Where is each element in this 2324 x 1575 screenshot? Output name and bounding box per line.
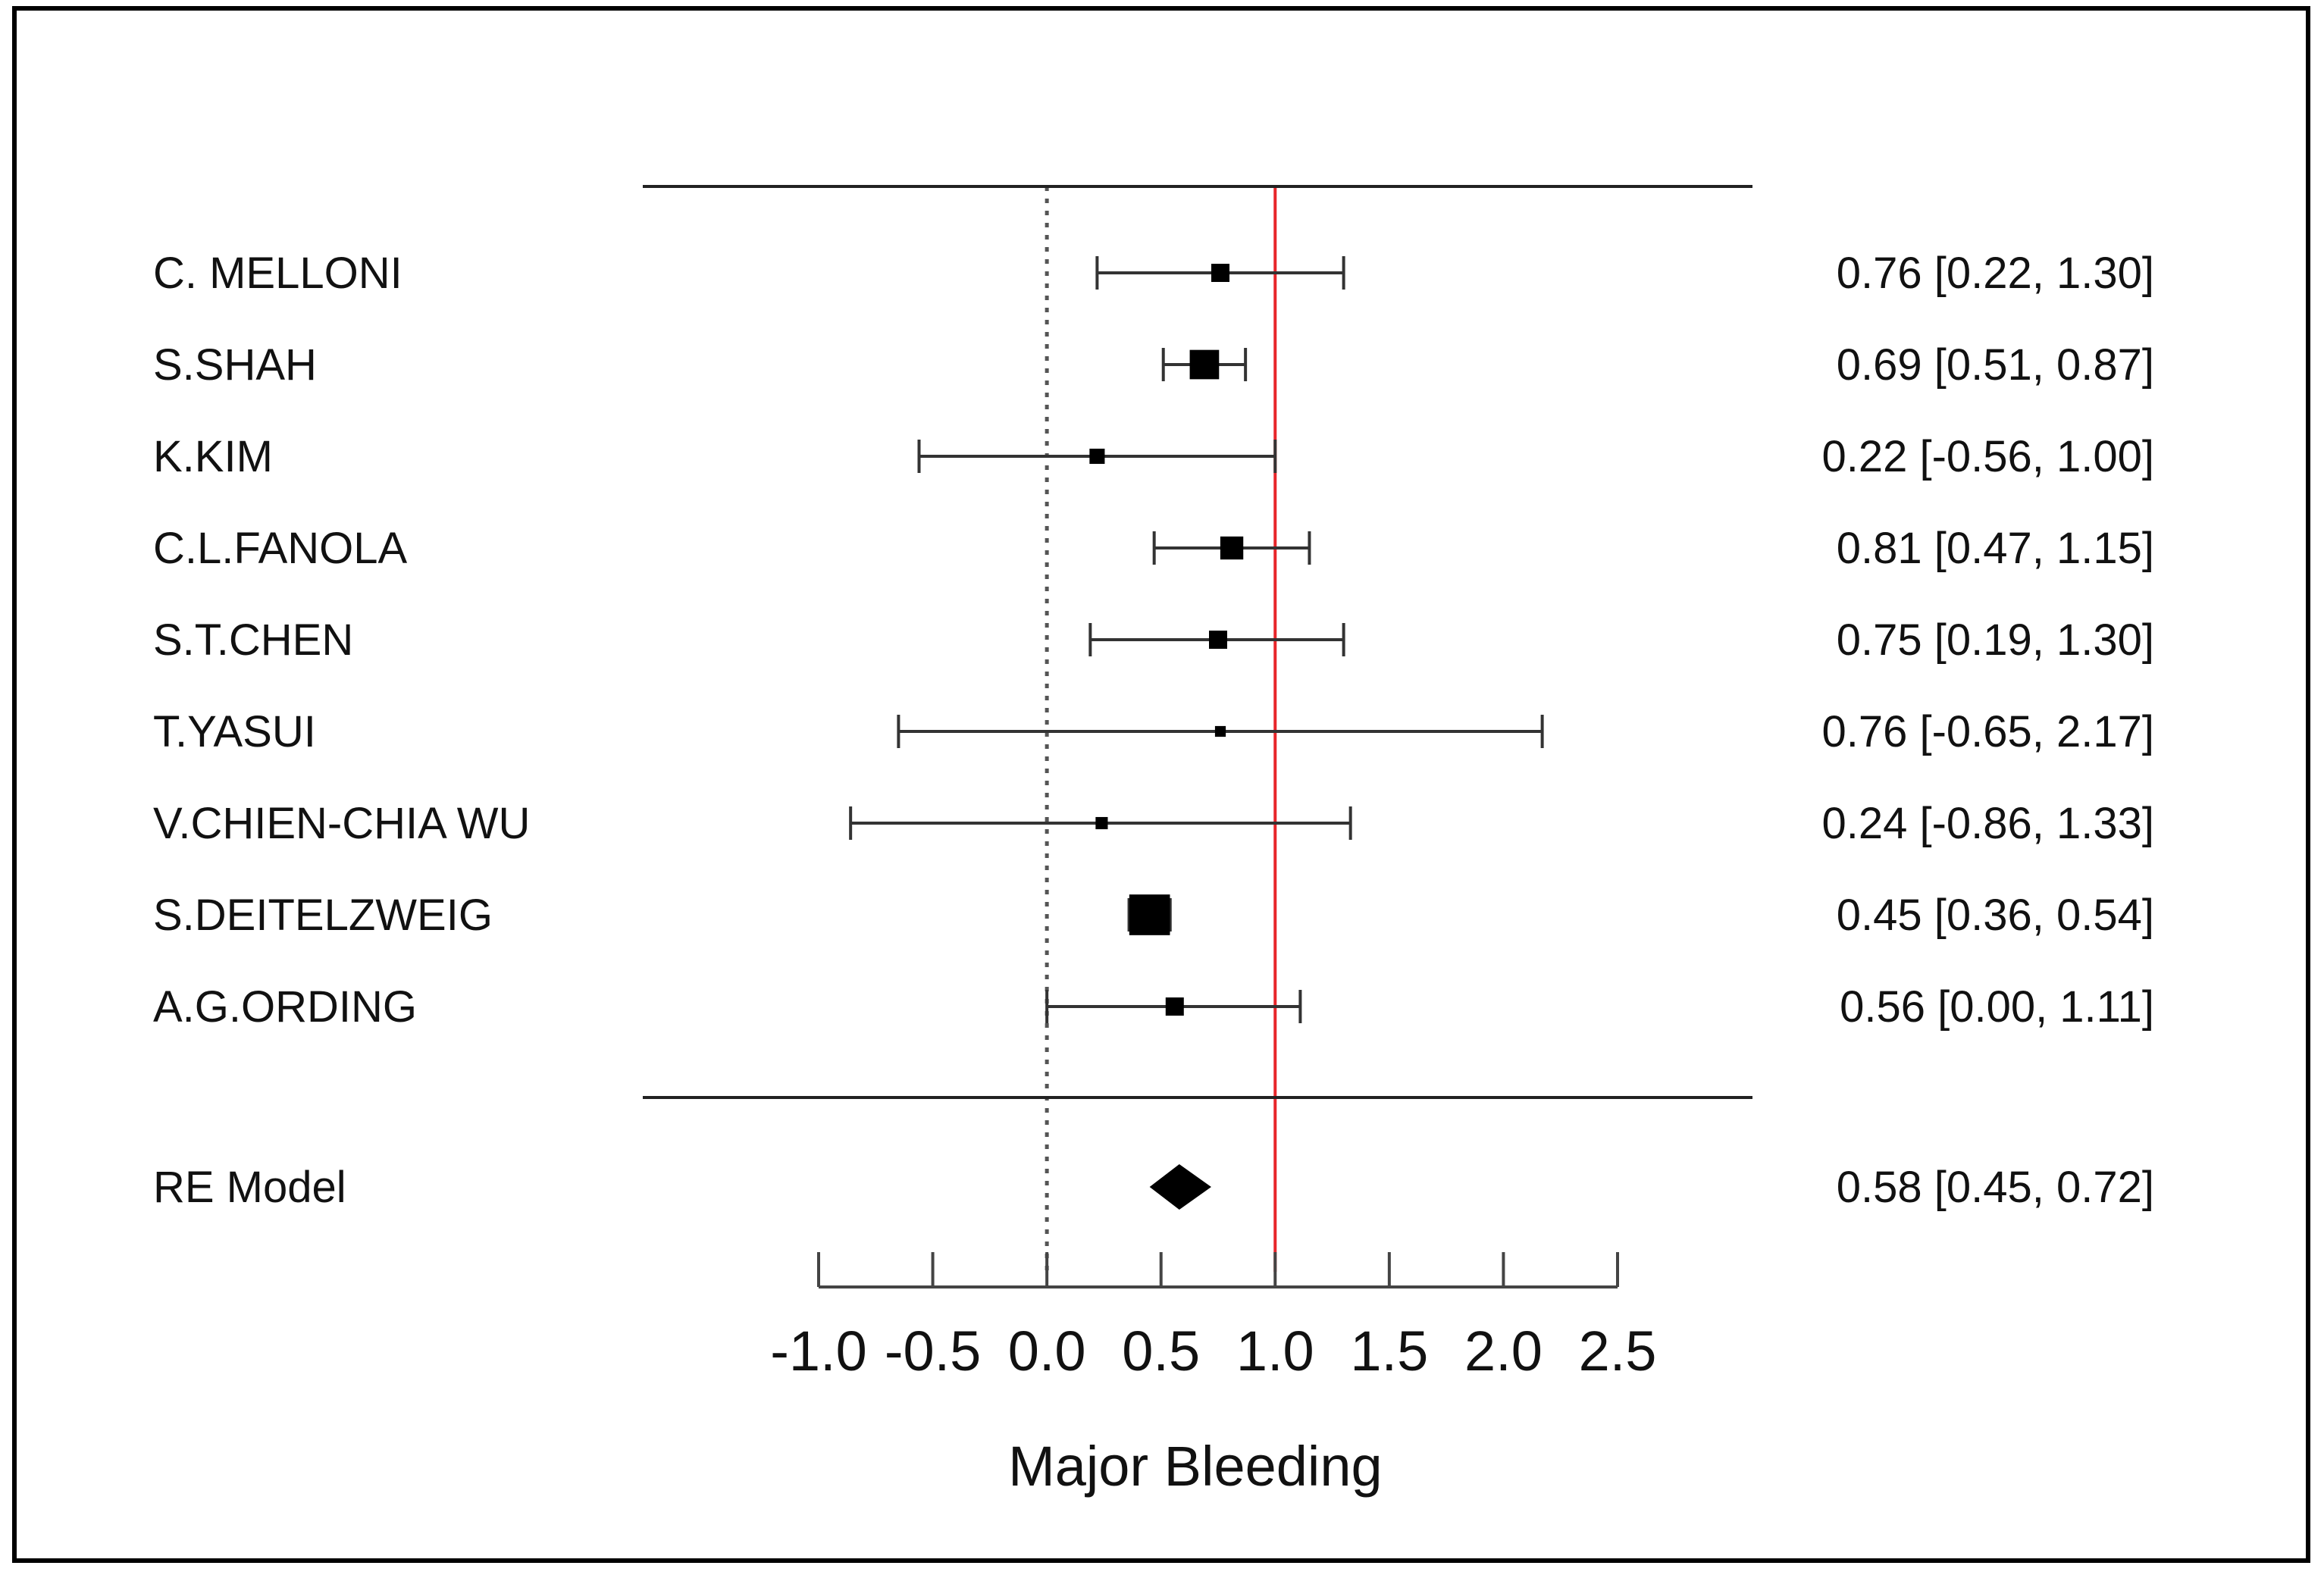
point-estimate-square [1214, 725, 1226, 737]
summary-value: 0.58 [0.45, 0.72] [1837, 1163, 2154, 1212]
summary-diamond [1149, 1164, 1211, 1210]
study-value: 0.76 [-0.65, 2.17] [1821, 707, 2154, 756]
study-name: K.KIM [153, 432, 273, 481]
point-estimate-square [1211, 264, 1230, 282]
point-estimate-square [1220, 536, 1244, 560]
study-value: 0.22 [-0.56, 1.00] [1821, 432, 2154, 481]
study-row: T.YASUI 0.76 [-0.65, 2.17] [153, 707, 2154, 756]
study-value: 0.45 [0.36, 0.54] [1837, 891, 2154, 940]
study-name: V.CHIEN-CHIA WU [153, 799, 530, 848]
study-row: S.T.CHEN 0.75 [0.19, 1.30] [153, 615, 2154, 665]
point-estimate-square [1095, 816, 1108, 830]
point-estimate-square [1189, 349, 1220, 380]
study-name: C.L.FANOLA [153, 524, 408, 573]
study-name: S.T.CHEN [153, 615, 353, 665]
study-value: 0.76 [0.22, 1.30] [1837, 249, 2154, 298]
study-row: S.DEITELZWEIG 0.45 [0.36, 0.54] [153, 891, 2154, 940]
study-name: A.G.ORDING [153, 982, 417, 1032]
x-tick-label: 0.5 [1122, 1320, 1200, 1382]
study-row: V.CHIEN-CHIA WU 0.24 [-0.86, 1.33] [153, 799, 2154, 848]
x-tick-label: 1.5 [1350, 1320, 1428, 1382]
study-row: K.KIM 0.22 [-0.56, 1.00] [153, 432, 2154, 481]
x-tick-label: 1.0 [1236, 1320, 1314, 1382]
point-estimate-square [1209, 631, 1227, 649]
point-estimate-square [1129, 894, 1170, 935]
study-row: A.G.ORDING 0.56 [0.00, 1.11] [153, 982, 2154, 1032]
study-row: C. MELLONI 0.76 [0.22, 1.30] [153, 249, 2154, 298]
study-name: T.YASUI [153, 707, 316, 756]
x-tick-label: 2.0 [1464, 1320, 1543, 1382]
study-row: C.L.FANOLA 0.81 [0.47, 1.15] [153, 524, 2154, 573]
summary-name: RE Model [153, 1163, 346, 1212]
study-value: 0.69 [0.51, 0.87] [1837, 340, 2154, 390]
study-value: 0.81 [0.47, 1.15] [1837, 524, 2154, 573]
figure-frame: C. MELLONI 0.76 [0.22, 1.30] S.SHAH 0.69 [0… [12, 6, 2310, 1563]
x-tick-label: -1.0 [770, 1320, 867, 1382]
x-tick-label: -0.5 [885, 1320, 982, 1382]
forest-plot: C. MELLONI 0.76 [0.22, 1.30] S.SHAH 0.69 [0… [153, 185, 2154, 1498]
point-estimate-square [1165, 997, 1184, 1016]
study-name: S.DEITELZWEIG [153, 891, 493, 940]
study-value: 0.75 [0.19, 1.30] [1837, 615, 2154, 665]
study-value: 0.56 [0.00, 1.11] [1840, 982, 2154, 1032]
study-name: C. MELLONI [153, 249, 402, 298]
point-estimate-square [1089, 448, 1105, 465]
x-tick-label: 2.5 [1579, 1320, 1657, 1382]
study-name: S.SHAH [153, 340, 317, 390]
x-axis-title: Major Bleeding [1008, 1435, 1383, 1498]
x-tick-label: 0.0 [1008, 1320, 1086, 1382]
study-value: 0.24 [-0.86, 1.33] [1821, 799, 2154, 848]
study-row: S.SHAH 0.69 [0.51, 0.87] [153, 340, 2154, 390]
